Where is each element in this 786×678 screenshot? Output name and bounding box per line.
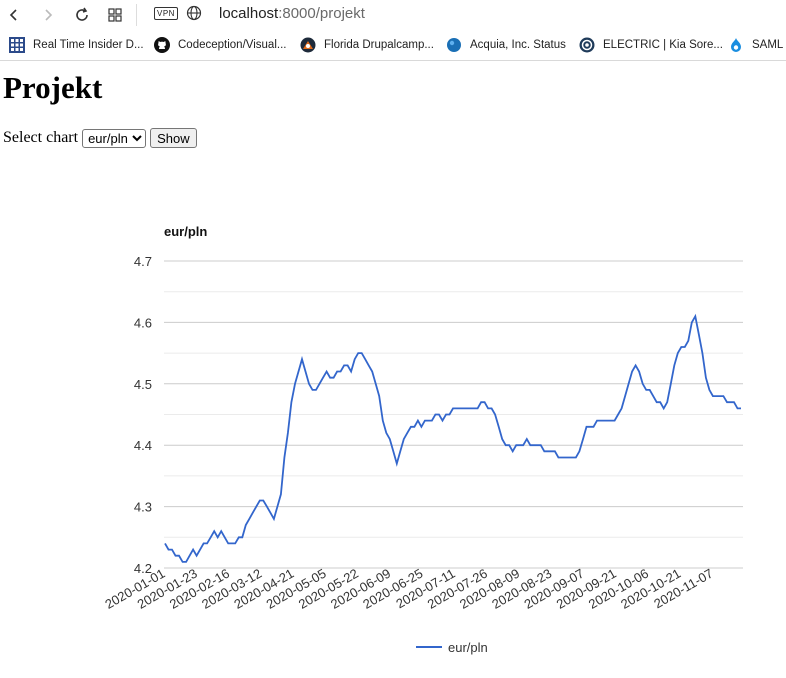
drupalcamp-icon <box>300 37 316 53</box>
chart-select-form: Select chart eur/pln Show <box>3 128 197 148</box>
y-tick-label: 4.7 <box>134 254 152 269</box>
globe-icon <box>186 5 202 21</box>
grid-icon <box>9 37 25 53</box>
y-tick-label: 4.2 <box>134 561 152 576</box>
line-chart: eur/pln 4.2 4.3 4.4 4.5 4.6 4.7 2020-01-01202… <box>102 224 743 655</box>
bookmark-saml[interactable]: SAML <box>728 37 783 53</box>
address-bar[interactable]: localhost:8000/projekt <box>219 5 365 22</box>
y-tick-label: 4.3 <box>134 500 152 515</box>
bookmark-label: ELECTRIC | Kia Sore... <box>603 39 723 51</box>
bookmarks-bar: Real Time Insider D... Codeception/Visua… <box>0 32 786 61</box>
y-tick-label: 4.5 <box>134 377 152 392</box>
url-host: localhost <box>219 5 279 22</box>
show-button[interactable]: Show <box>150 128 197 148</box>
bookmark-label: Florida Drupalcamp... <box>324 39 434 51</box>
bookmark-electric-kia[interactable]: ELECTRIC | Kia Sore... <box>579 37 723 53</box>
bookmark-acquia-status[interactable]: Acquia, Inc. Status <box>446 37 566 53</box>
chart-title: eur/pln <box>164 224 207 239</box>
legend-label: eur/pln <box>448 640 488 655</box>
y-tick-label: 4.6 <box>134 315 152 330</box>
bookmark-label: Codeception/Visual... <box>178 39 287 51</box>
reload-icon[interactable] <box>70 3 94 27</box>
vpn-badge[interactable]: VPN <box>154 7 178 20</box>
browser-toolbar: VPN localhost:8000/projekt <box>0 0 786 30</box>
bookmark-label: Real Time Insider D... <box>33 39 144 51</box>
drupal-icon <box>731 38 741 52</box>
chart-gridlines <box>164 260 743 569</box>
toolbar-divider <box>136 4 137 26</box>
series-line-eur-pln <box>164 313 741 563</box>
x-axis-ticks: 2020-01-012020-01-232020-02-162020-03-12… <box>102 566 715 612</box>
bookmark-florida-drupalcamp[interactable]: Florida Drupalcamp... <box>300 37 434 53</box>
github-icon <box>154 37 170 53</box>
y-tick-label: 4.4 <box>134 438 152 453</box>
kia-icon <box>579 37 595 53</box>
url-path: :8000/projekt <box>278 5 365 22</box>
chart-select[interactable]: eur/pln <box>82 128 147 148</box>
page-title: Projekt <box>3 70 103 105</box>
y-axis-ticks: 4.2 4.3 4.4 4.5 4.6 4.7 <box>134 254 152 576</box>
select-chart-label: Select chart <box>3 129 79 146</box>
bookmark-codeception[interactable]: Codeception/Visual... <box>154 37 286 53</box>
forward-icon[interactable] <box>36 3 60 27</box>
drop-icon <box>447 38 461 52</box>
bookmark-label: Acquia, Inc. Status <box>470 39 566 51</box>
back-icon[interactable] <box>2 3 26 27</box>
bookmark-label: SAML <box>752 39 784 51</box>
chart-legend: eur/pln <box>416 640 488 655</box>
tabs-grid-icon[interactable] <box>103 3 127 27</box>
bookmark-real-time-insider[interactable]: Real Time Insider D... <box>9 37 144 53</box>
